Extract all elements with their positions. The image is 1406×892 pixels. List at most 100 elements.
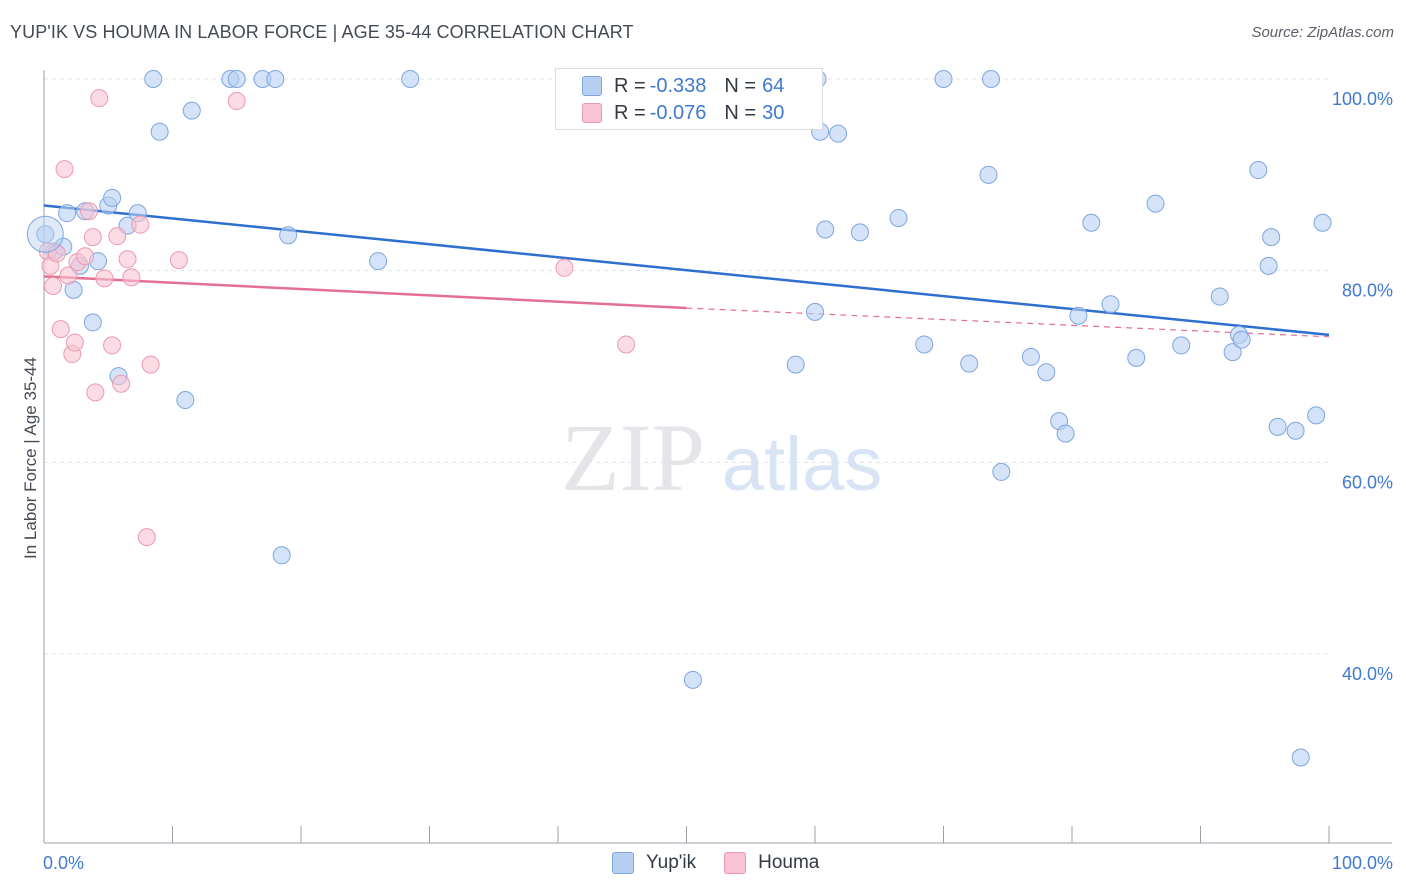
yupik-point-40 [992, 462, 1011, 481]
yupik-point-61 [1307, 406, 1326, 425]
legend-row-houma: R = -0.076 N = 30 [582, 100, 784, 126]
yupik-point-54 [1232, 330, 1251, 349]
yupik-point-33 [850, 223, 869, 242]
houma-point-3 [47, 244, 66, 263]
yupik-point-46 [1082, 213, 1101, 232]
yupik-point-10 [103, 188, 122, 207]
yupik-swatch [582, 76, 602, 96]
yupik-point-59 [1286, 421, 1305, 440]
houma-point-16 [103, 336, 122, 355]
yupik-point-34 [889, 208, 908, 227]
yupik-point-41 [1021, 347, 1040, 366]
source-credit: Source: ZipAtlas.com [1251, 24, 1394, 41]
yupik-point-47 [1101, 295, 1120, 314]
yupik-point-36 [934, 70, 953, 88]
y-tick-label-80: 80.0% [1342, 281, 1393, 301]
yupik-trend-line [43, 204, 1330, 337]
yupik-point-50 [1172, 336, 1191, 355]
yupik-legend-label: Yup'ik [646, 852, 697, 873]
yupik-point-48 [1127, 348, 1146, 367]
yupik-point-31 [816, 220, 835, 239]
houma-trend-line [43, 275, 687, 310]
points-layer [26, 70, 1332, 767]
houma-point-13 [86, 383, 105, 402]
houma-point-11 [79, 202, 98, 221]
houma-point-12 [83, 228, 102, 247]
yupik-r-label: R = [614, 74, 646, 97]
houma-point-2 [43, 277, 62, 295]
legend-item-houma[interactable]: Houma [724, 852, 819, 874]
houma-point-6 [59, 266, 78, 285]
yupik-point-37 [960, 354, 979, 373]
houma-point-25 [227, 92, 246, 111]
watermark-atlas: atlas [722, 422, 883, 507]
houma-r-value: -0.076 [649, 101, 707, 124]
axis-layer [43, 70, 1392, 844]
houma-point-19 [118, 250, 137, 269]
yupik-point-3 [58, 204, 77, 223]
watermark: ZIP atlas [561, 404, 882, 511]
series-legend: Yup'ik Houma [612, 852, 847, 874]
houma-swatch [582, 103, 602, 123]
yupik-point-39 [982, 70, 1001, 88]
houma-legend-label: Houma [758, 852, 820, 873]
watermark-zip: ZIP [561, 404, 705, 511]
houma-legend-swatch [724, 852, 747, 874]
yupik-point-58 [1268, 417, 1287, 436]
houma-point-5 [55, 160, 74, 179]
yupik-point-7 [83, 313, 102, 332]
houma-r-label: R = [614, 101, 646, 124]
houma-n-label: N = [724, 101, 757, 124]
trend-layer [43, 204, 1330, 338]
y-tick-label-60: 60.0% [1342, 472, 1393, 492]
legend-item-yupik[interactable]: Yup'ik [612, 852, 696, 874]
houma-point-10 [76, 247, 95, 266]
yupik-point-cluster [26, 215, 64, 253]
yupik-point-42 [1037, 363, 1056, 382]
yupik-n-value: 64 [762, 74, 785, 97]
yupik-point-24 [369, 252, 388, 271]
yupik-point-52 [1223, 343, 1242, 362]
y-tick-label-40: 40.0% [1342, 664, 1393, 684]
houma-point-27 [617, 335, 636, 354]
yupik-point-21 [266, 70, 285, 88]
yupik-point-17 [182, 101, 201, 120]
houma-point-14 [90, 89, 109, 108]
yupik-point-45 [1069, 306, 1088, 325]
chart-title: YUP'IK VS HOUMA IN LABOR FORCE | AGE 35-… [10, 22, 634, 42]
yupik-point-49 [1146, 194, 1165, 213]
yupik-point-38 [979, 165, 998, 184]
houma-point-26 [555, 258, 574, 277]
houma-point-15 [95, 269, 114, 288]
y-tick-label-100: 100.0% [1332, 89, 1393, 109]
yupik-legend-swatch [612, 852, 634, 874]
yupik-point-56 [1259, 256, 1278, 275]
yupik-point-44 [1056, 424, 1075, 443]
houma-point-8 [65, 333, 84, 352]
stats-legend: R = -0.338 N = 64 R = -0.076 N = 30 [555, 68, 823, 130]
yupik-point-32 [829, 124, 848, 143]
yupik-n-label: N = [724, 74, 757, 97]
houma-point-22 [137, 528, 156, 547]
yupik-point-28 [806, 302, 824, 321]
yupik-point-55 [1249, 161, 1268, 180]
yupik-point-26 [683, 670, 702, 689]
yupik-r-value: -0.338 [649, 74, 707, 97]
tick-labels: 100.0% 80.0% 60.0% 40.0% 0.0% 100.0% [43, 89, 1393, 873]
yupik-point-23 [279, 226, 298, 245]
x-tick-label-0: 0.0% [43, 853, 84, 873]
yupik-point-57 [1262, 228, 1281, 247]
yupik-point-51 [1210, 287, 1229, 306]
yupik-point-15 [150, 122, 169, 141]
houma-n-value: 30 [762, 101, 785, 124]
houma-point-17 [108, 227, 127, 246]
houma-point-18 [112, 374, 131, 393]
legend-row-yupik: R = -0.338 N = 64 [582, 73, 784, 99]
yupik-point-22 [272, 546, 291, 565]
yupik-point-16 [176, 391, 195, 410]
houma-point-24 [169, 251, 188, 270]
houma-point-20 [122, 268, 141, 287]
yupik-point-25 [401, 70, 420, 88]
yupik-point-62 [1313, 213, 1332, 232]
